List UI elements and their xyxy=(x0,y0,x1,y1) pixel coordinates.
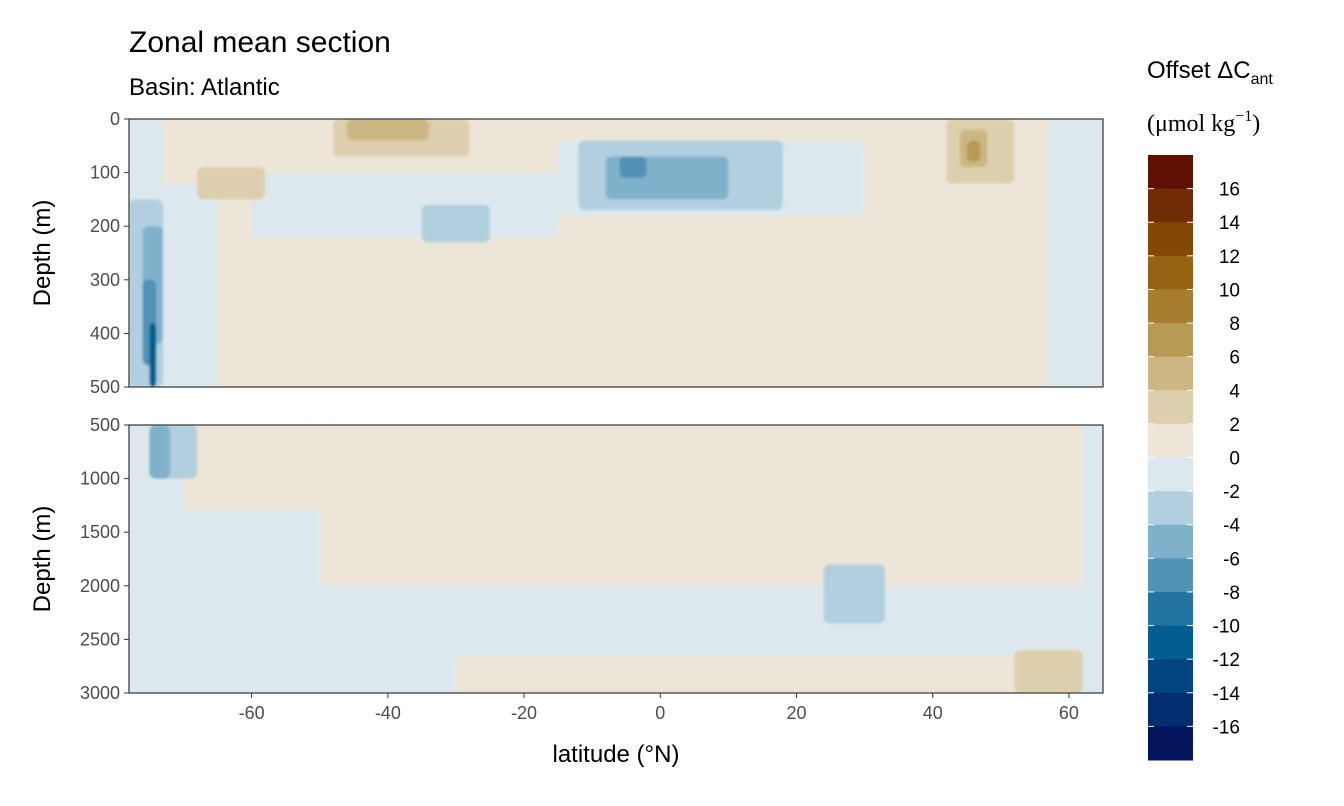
legend-label: -2 xyxy=(1223,482,1240,503)
y-tick-label: 500 xyxy=(90,415,120,435)
legend-label: 12 xyxy=(1219,247,1240,268)
legend-swatch xyxy=(1148,255,1193,290)
legend-label: 14 xyxy=(1219,213,1241,234)
legend-label: -10 xyxy=(1213,617,1240,638)
chart-title: Zonal mean section xyxy=(129,26,391,59)
legend-swatch xyxy=(1148,692,1193,727)
legend-label: -6 xyxy=(1223,549,1240,570)
legend-label: -4 xyxy=(1223,516,1240,537)
y-tick-label: 1000 xyxy=(80,469,120,489)
legend-swatch xyxy=(1148,659,1193,694)
legend-swatch xyxy=(1148,188,1193,223)
legend-label: 4 xyxy=(1229,381,1240,402)
contour-region xyxy=(421,204,490,243)
legend-label: 16 xyxy=(1219,180,1240,201)
legend-label: 6 xyxy=(1229,348,1240,369)
legend-title: Offset ΔCant xyxy=(1147,57,1273,88)
y-tick-label: 300 xyxy=(90,270,120,290)
legend-swatch xyxy=(1148,524,1193,559)
y-tick-label: 200 xyxy=(90,216,120,236)
legend-swatch xyxy=(1148,155,1193,190)
panel-border xyxy=(128,424,1104,694)
x-tick-label: 60 xyxy=(1059,703,1079,723)
legend-swatch xyxy=(1148,289,1193,324)
contour-region xyxy=(251,172,559,237)
y-tick-label: 1500 xyxy=(80,522,120,542)
legend-label: 0 xyxy=(1229,449,1240,470)
legend-swatch xyxy=(1148,558,1193,593)
panel-border xyxy=(128,118,1104,388)
y-tick-label: 2000 xyxy=(80,576,120,596)
legend-swatch xyxy=(1148,726,1193,761)
contour-region xyxy=(823,564,886,624)
contour-region xyxy=(619,156,647,178)
contour-region xyxy=(346,119,429,141)
y-tick-label: 500 xyxy=(90,377,120,397)
legend-label: -14 xyxy=(1213,684,1241,705)
legend-unit: (μmol kg−1) xyxy=(1147,108,1260,137)
x-tick-label: 40 xyxy=(923,703,943,723)
legend-swatch xyxy=(1148,591,1193,627)
contour-region xyxy=(197,167,266,200)
legend: Offset ΔCant (μmol kg−1) 16 14 12 10 8 6 4 2 0 -2 -4… xyxy=(1147,57,1273,761)
x-tick-label: 20 xyxy=(786,703,806,723)
contour-region xyxy=(1014,650,1083,693)
contour-region xyxy=(1048,119,1103,387)
legend-swatch xyxy=(1148,356,1193,391)
legend-swatch xyxy=(1148,457,1193,492)
contour-region xyxy=(319,425,1083,586)
legend-label: 2 xyxy=(1229,415,1240,436)
legend-label: 10 xyxy=(1219,280,1240,301)
y-tick-label: 400 xyxy=(90,323,120,343)
upper-panel xyxy=(128,118,1104,388)
contour-region xyxy=(966,140,981,162)
legend-swatch xyxy=(1148,390,1193,425)
legend-swatch xyxy=(1148,625,1193,660)
legend-label: 8 xyxy=(1229,314,1240,335)
legend-swatch xyxy=(1148,222,1193,257)
chart-subtitle: Basin: Atlantic xyxy=(129,74,280,101)
legend-swatch xyxy=(1148,491,1193,526)
y-axis-title: Depth (m) xyxy=(29,506,56,613)
contour-region xyxy=(149,425,170,479)
contour-region xyxy=(149,322,157,387)
x-tick-label: -40 xyxy=(375,703,401,723)
legend-label: -12 xyxy=(1213,650,1240,671)
x-axis-title: latitude (°N) xyxy=(553,741,680,768)
x-tick-label: -20 xyxy=(511,703,537,723)
y-tick-label: 2500 xyxy=(80,629,120,649)
contour-region xyxy=(163,183,218,387)
contour-region xyxy=(455,655,1083,693)
legend-swatch xyxy=(1148,323,1193,358)
lower-panel xyxy=(128,424,1104,694)
y-tick-label: 3000 xyxy=(80,683,120,703)
contour-region xyxy=(183,425,320,511)
y-tick-label: 100 xyxy=(90,163,120,183)
legend-swatch xyxy=(1148,423,1193,458)
y-tick-label: 0 xyxy=(110,109,120,129)
legend-label: -16 xyxy=(1213,717,1240,738)
legend-label: -8 xyxy=(1223,583,1240,604)
x-tick-label: 0 xyxy=(655,703,665,723)
x-tick-label: -60 xyxy=(239,703,265,723)
y-axis-title: Depth (m) xyxy=(29,200,56,307)
